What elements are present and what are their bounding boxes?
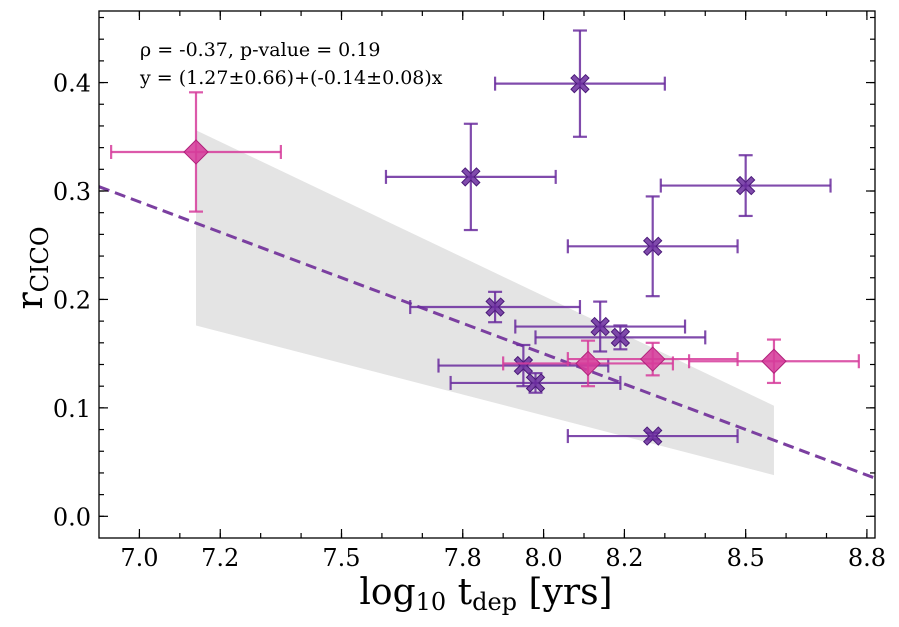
x-tick-label: 7.8 xyxy=(444,544,482,572)
confidence-band-layer xyxy=(196,130,774,476)
cross-marker xyxy=(461,167,481,187)
cross-point-3 xyxy=(566,195,739,298)
y-tick-label: 0.0 xyxy=(53,503,91,531)
cross-point-5 xyxy=(514,300,687,353)
diamond-point-0 xyxy=(110,91,282,213)
annotation-fit-equation: y = (1.27±0.66)+(-0.14±0.08)x xyxy=(139,67,443,89)
ticks-layer: 7.0 7.2 7.5 7.8 8.0 8.2 8.5 8.8 0.0 0.1 0.2 0.3 0.4 xyxy=(53,11,886,572)
y-tick-label: 0.3 xyxy=(53,178,91,206)
cross-point-9 xyxy=(566,426,739,446)
cross-marker xyxy=(735,175,756,196)
diamond-point-2 xyxy=(566,341,739,377)
cross-point-6 xyxy=(534,324,707,351)
cross-marker xyxy=(485,297,505,317)
diamond-point-3 xyxy=(687,338,860,385)
y-axis-label-sub: CICO xyxy=(26,226,54,292)
cross-marker xyxy=(513,355,534,376)
diamond-marker xyxy=(183,139,209,165)
fit-line xyxy=(98,185,876,480)
cross-marker xyxy=(643,426,663,446)
cross-point-4 xyxy=(409,290,582,324)
confidence-band xyxy=(196,130,774,476)
cross-marker xyxy=(590,316,610,337)
x-tick-label: 7.0 xyxy=(120,544,158,572)
cross-point-2 xyxy=(659,154,832,218)
annotation-correlation: ρ = -0.37, p-value = 0.19 xyxy=(140,39,380,61)
cross-marker xyxy=(610,327,631,348)
y-tick-label: 0.2 xyxy=(53,286,91,314)
cross-point-1 xyxy=(384,122,557,232)
fit-line-layer xyxy=(98,185,876,480)
x-axis-label-main: t xyxy=(446,572,472,613)
x-axis-label: log10 tdep [yrs] xyxy=(359,572,612,616)
x-axis-label-sub2: dep xyxy=(472,588,517,616)
x-tick-label: 8.2 xyxy=(605,544,643,572)
cross-point-8 xyxy=(449,372,622,394)
x-axis-label-sub: 10 xyxy=(416,588,447,616)
y-tick-label: 0.4 xyxy=(53,70,91,98)
x-axis-label-base: log xyxy=(359,572,415,613)
y-tick-label: 0.1 xyxy=(53,395,91,423)
x-tick-label: 8.5 xyxy=(727,544,765,572)
diamond-marker xyxy=(761,348,787,374)
y-axis-label: rCICO xyxy=(10,226,54,309)
cross-marker xyxy=(525,373,546,393)
x-tick-label: 7.5 xyxy=(322,544,360,572)
x-tick-label: 7.2 xyxy=(201,544,239,572)
data-points-layer xyxy=(110,29,860,446)
y-axis-label-base: r xyxy=(10,292,51,310)
cross-point-0 xyxy=(493,29,666,138)
x-tick-label: 8.0 xyxy=(524,544,562,572)
cross-marker xyxy=(570,73,590,94)
plot-frame xyxy=(98,10,876,539)
diamond-marker xyxy=(640,346,666,372)
x-tick-label: 8.8 xyxy=(848,544,886,572)
x-axis-label-tail: [yrs] xyxy=(517,572,613,613)
cross-marker xyxy=(643,236,663,257)
